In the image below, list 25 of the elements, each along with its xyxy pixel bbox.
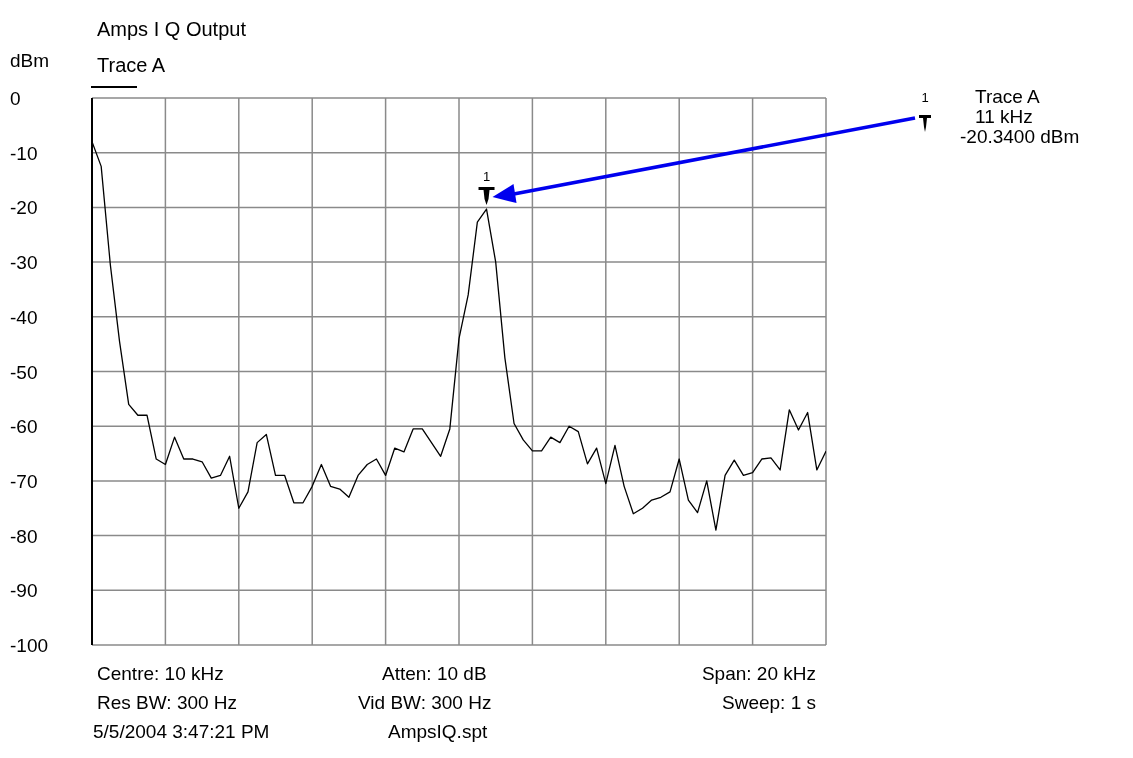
y-tick-label: -70 <box>10 470 38 492</box>
y-tick-label: -50 <box>10 361 38 383</box>
annotation: 1 <box>482 169 491 185</box>
y-axis-title: dBm <box>10 50 50 72</box>
y-tick-label: -90 <box>10 580 38 602</box>
text: Centre: 10 kHz <box>97 663 224 684</box>
y-tick-label: -60 <box>10 416 38 438</box>
y-tick-label: -20 <box>10 197 38 219</box>
text: Sweep: 1 s <box>722 692 816 713</box>
y-tick-label: -100 <box>10 635 49 656</box>
text: 5/5/2004 3:47:21 PM <box>93 721 270 742</box>
text: Trace A 11 kHz -20.3400 dBm <box>960 86 1080 147</box>
y-tick-label: 0 <box>10 88 21 109</box>
text: Res BW: 300 Hz <box>97 692 238 713</box>
text: Span: 20 kHz <box>701 663 816 684</box>
y-tick-label: -80 <box>10 525 38 547</box>
text: Vid BW: 300 Hz <box>358 692 492 713</box>
text: Trace A <box>97 54 166 76</box>
y-tick-label: -10 <box>10 142 38 164</box>
chart-title: Amps I Q Output <box>97 18 246 41</box>
text: 1 <box>921 90 929 105</box>
text: Atten: 10 dB <box>382 663 487 684</box>
y-tick-label: -40 <box>10 306 38 328</box>
text: AmpsIQ.spt <box>388 721 488 742</box>
y-tick-label: -30 <box>10 252 38 274</box>
